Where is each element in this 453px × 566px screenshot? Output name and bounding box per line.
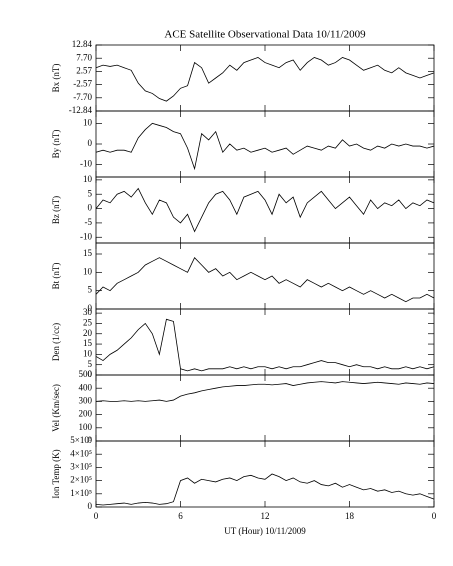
data-line <box>95 381 435 402</box>
y-axis-label: By (nT) <box>51 130 61 159</box>
chart-title: ACE Satellite Observational Data 10/11/2… <box>164 29 366 41</box>
x-tick-label: 0 <box>432 511 437 521</box>
data-line <box>95 187 435 233</box>
y-tick-label: 10 <box>83 348 93 358</box>
y-axis-label: Den (1/cc) <box>51 323 61 361</box>
data-line <box>95 318 435 372</box>
y-tick-label: 5 <box>88 359 93 369</box>
y-tick-label: 4×10⁵ <box>70 448 92 458</box>
y-tick-label: 200 <box>79 409 93 419</box>
y-tick-label: 400 <box>79 382 93 392</box>
y-tick-label: 15 <box>83 248 93 258</box>
y-tick-label: 3×10⁵ <box>70 461 92 471</box>
data-line <box>95 473 435 506</box>
y-tick-label: 0 <box>88 203 93 213</box>
panel-frame <box>95 110 435 178</box>
y-tick-label: 2×10⁵ <box>70 475 92 485</box>
x-tick-label: 0 <box>94 511 99 521</box>
panel-frame <box>95 374 435 442</box>
y-axis-label: Ion Temp (K) <box>51 449 61 498</box>
y-tick-label: 0 <box>88 501 93 511</box>
data-line <box>95 256 435 303</box>
y-tick-label: 10 <box>83 174 93 184</box>
y-tick-label: 0 <box>88 138 93 148</box>
x-tick-label: 6 <box>178 511 183 521</box>
y-tick-label: -10 <box>80 159 92 169</box>
y-axis-label: Bx (nT) <box>51 64 61 93</box>
y-tick-label: 0 <box>88 369 93 379</box>
y-tick-label: -2.57 <box>73 79 92 89</box>
y-tick-label: 10 <box>83 117 93 127</box>
y-tick-label: 30 <box>83 307 93 317</box>
data-line <box>95 122 435 171</box>
y-axis-label: Bz (nT) <box>51 196 61 224</box>
y-tick-label: -7.70 <box>73 92 92 102</box>
panel-frame <box>95 176 435 244</box>
y-tick-label: 500 <box>79 369 93 379</box>
y-axis-label: Vel (Km/sec) <box>51 384 61 432</box>
y-tick-label: 12.84 <box>72 39 93 49</box>
data-line <box>95 56 435 102</box>
y-tick-label: 20 <box>83 328 93 338</box>
panel-frame <box>95 440 435 508</box>
y-tick-label: -12.84 <box>69 105 93 115</box>
x-axis-label: UT (Hour) 10/11/2009 <box>224 526 306 536</box>
y-tick-label: -5 <box>85 217 93 227</box>
y-tick-label: 0 <box>88 435 93 445</box>
y-tick-label: 5×10⁵ <box>70 435 92 445</box>
x-tick-label: 12 <box>261 511 270 521</box>
y-tick-label: 0 <box>88 303 93 313</box>
y-tick-label: 2.57 <box>76 65 92 75</box>
y-tick-label: -10 <box>80 231 92 241</box>
y-tick-label: 25 <box>83 318 93 328</box>
y-tick-label: 300 <box>79 395 93 405</box>
panel-frame <box>95 44 435 112</box>
x-tick-label: 18 <box>345 511 355 521</box>
y-tick-label: 15 <box>83 338 93 348</box>
y-tick-label: 7.70 <box>76 52 92 62</box>
y-tick-label: 5 <box>88 188 93 198</box>
y-tick-label: 10 <box>83 266 93 276</box>
panel-frame <box>95 308 435 376</box>
y-tick-label: 5 <box>88 285 93 295</box>
y-tick-label: 100 <box>79 422 93 432</box>
panel-frame <box>95 242 435 310</box>
y-axis-label: Bt (nT) <box>51 263 61 290</box>
y-tick-label: 1×10⁵ <box>70 488 92 498</box>
